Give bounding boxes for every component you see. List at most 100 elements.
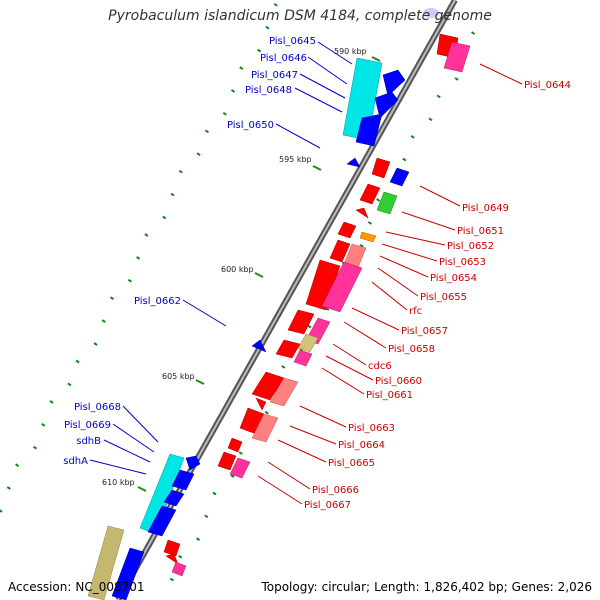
top-fade-label: [423, 8, 439, 18]
gene-sdhb-arrow[interactable]: [163, 489, 185, 507]
gene-pisl-0649-red[interactable]: [371, 157, 391, 179]
topology-label: Topology:: [261, 580, 318, 594]
label-rfc[interactable]: rfc: [409, 306, 422, 317]
label-pisl-0653[interactable]: Pisl_0653: [439, 257, 486, 268]
gc-tick: [136, 256, 141, 260]
gene-pisl-0648-arrow[interactable]: [374, 91, 399, 119]
label-pisl-0664[interactable]: Pisl_0664: [338, 440, 385, 451]
label-pisl-0646[interactable]: Pisl_0646: [260, 53, 307, 64]
gene-red-4[interactable]: [337, 221, 357, 239]
gene-red-2[interactable]: [359, 183, 381, 205]
gc-tick: [127, 278, 132, 283]
gene-red-7[interactable]: [275, 339, 301, 359]
leader-lines-left: [89, 41, 353, 475]
gene-pisl-0649-blue[interactable]: [389, 167, 410, 187]
gene-pisl-0650-arrow[interactable]: [355, 113, 383, 147]
gene-small-blue-1[interactable]: [346, 157, 361, 168]
label-pisl-0648[interactable]: Pisl_0648: [245, 85, 292, 96]
gene-red-12[interactable]: [217, 451, 237, 471]
gene-pisl-0644-pink[interactable]: [443, 41, 471, 73]
label-pisl-0655[interactable]: Pisl_0655: [420, 292, 467, 303]
gene-khaki-1[interactable]: [297, 333, 319, 353]
gc-tick: [109, 296, 115, 301]
gene-pisl-0662-blue[interactable]: [251, 339, 267, 353]
label-pisl-0660[interactable]: Pisl_0660: [375, 376, 422, 387]
gene-pisl-0669-arrow[interactable]: [171, 469, 195, 491]
label-pisl-0645[interactable]: Pisl_0645: [269, 36, 316, 47]
gene-red-5[interactable]: [329, 239, 351, 263]
gc-tick: [169, 577, 174, 582]
gene-blue-bottom-1[interactable]: [111, 547, 145, 600]
ruler-tick-595: [312, 165, 322, 171]
label-pisl-0647[interactable]: Pisl_0647: [251, 70, 298, 81]
gene-red-8[interactable]: [251, 371, 285, 401]
label-sdha[interactable]: sdhA: [63, 456, 88, 467]
gene-green[interactable]: [376, 191, 398, 215]
gene-pisl-0668-arrow[interactable]: [185, 455, 201, 471]
gc-tick: [212, 491, 217, 496]
ruler-label-605: 605 kbp: [162, 372, 195, 381]
leader-lines-right: [257, 63, 523, 505]
gc-tick: [41, 422, 46, 427]
label-pisl-0644[interactable]: Pisl_0644: [524, 80, 571, 91]
gene-sdha-arrow[interactable]: [147, 505, 177, 537]
gene-pink-5[interactable]: [171, 561, 187, 577]
gc-tick: [67, 382, 72, 387]
gene-khaki-2[interactable]: [87, 525, 125, 600]
label-pisl-0651[interactable]: Pisl_0651: [457, 226, 504, 237]
label-pisl-0657[interactable]: Pisl_0657: [401, 326, 448, 337]
label-pisl-0663[interactable]: Pisl_0663: [348, 423, 395, 434]
gc-tick: [428, 117, 433, 122]
label-pisl-0665[interactable]: Pisl_0665: [328, 458, 375, 469]
gc-tick: [0, 509, 3, 513]
ruler-tick-610: [137, 486, 147, 492]
label-pisl-0666[interactable]: Pisl_0666: [312, 485, 359, 496]
gene-red-big[interactable]: [305, 259, 341, 311]
ruler: 590 kbp 595 kbp 600 kbp 605 kbp 610 kbp: [102, 47, 381, 492]
gene-red-14[interactable]: [165, 553, 179, 565]
gc-tick: [436, 94, 441, 99]
genes-label: Genes:: [511, 580, 554, 594]
gene-red-6[interactable]: [287, 309, 315, 335]
gene-salmon-3[interactable]: [251, 413, 279, 443]
gc-tick: [15, 463, 20, 468]
label-sdhb[interactable]: sdhB: [76, 436, 101, 447]
label-pisl-0668[interactable]: Pisl_0668: [74, 402, 121, 413]
ruler-label-600: 600 kbp: [221, 265, 254, 274]
gc-tick: [281, 365, 286, 369]
gene-red-3[interactable]: [355, 207, 369, 219]
gc-tick: [230, 89, 236, 93]
gene-orange[interactable]: [359, 231, 377, 243]
gene-red-11[interactable]: [227, 437, 243, 453]
label-pisl-0669[interactable]: Pisl_0669: [64, 420, 111, 431]
label-pisl-0662[interactable]: Pisl_0662: [134, 296, 181, 307]
label-pisl-0658[interactable]: Pisl_0658: [388, 344, 435, 355]
gene-pisl-0647-arrow[interactable]: [382, 69, 406, 97]
label-pisl-0667[interactable]: Pisl_0667: [304, 500, 351, 511]
gc-tick: [307, 324, 312, 329]
gene-salmon-2[interactable]: [269, 377, 299, 407]
gene-pink-4[interactable]: [229, 457, 251, 479]
gc-tick: [93, 342, 98, 346]
gc-tick: [49, 400, 54, 404]
gc-tick: [265, 25, 270, 30]
label-pisl-0654[interactable]: Pisl_0654: [430, 273, 477, 284]
ruler-tick-605: [195, 379, 205, 385]
gene-pink-3[interactable]: [293, 349, 313, 367]
label-pisl-0650[interactable]: Pisl_0650: [227, 120, 274, 131]
ruler-label-610: 610 kbp: [102, 478, 135, 487]
gene-features: [87, 33, 471, 600]
gene-red-13[interactable]: [163, 539, 181, 557]
gene-pink-big[interactable]: [321, 261, 363, 313]
gc-tick: [402, 157, 407, 162]
label-pisl-0661[interactable]: Pisl_0661: [366, 390, 413, 401]
label-cdc6[interactable]: cdc6: [368, 361, 392, 372]
label-pisl-0649[interactable]: Pisl_0649: [462, 203, 509, 214]
label-pisl-0652[interactable]: Pisl_0652: [447, 241, 494, 252]
gene-red-9[interactable]: [255, 397, 267, 411]
gc-tick: [410, 134, 415, 139]
gc-tick: [144, 233, 149, 237]
gc-tick: [162, 215, 167, 220]
